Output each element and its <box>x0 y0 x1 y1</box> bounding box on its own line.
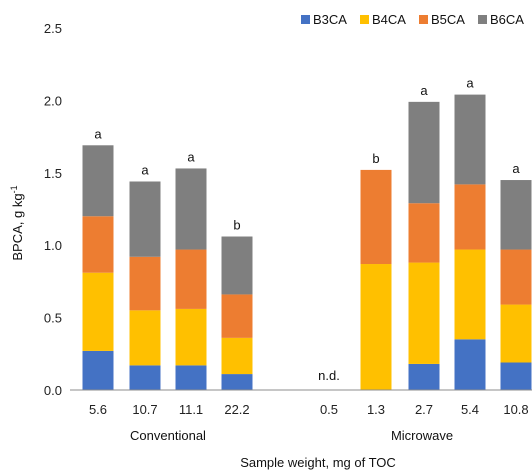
bar-segment-b4ca <box>82 272 114 351</box>
y-tick-label: 1.0 <box>44 238 62 253</box>
bar-segment-b6ca <box>454 94 486 185</box>
legend-label: B4CA <box>372 12 406 27</box>
bar-segment-b4ca <box>175 308 207 366</box>
y-tick-label: 2.5 <box>44 21 62 36</box>
y-tick-label: 0.5 <box>44 311 62 326</box>
y-tick-label: 0.0 <box>44 383 62 398</box>
significance-label: n.d. <box>318 368 340 383</box>
bar-segment-b6ca <box>408 101 440 204</box>
bar-segment-b5ca <box>408 203 440 263</box>
bar-segment-b5ca <box>500 249 532 305</box>
bar-segment-b6ca <box>175 168 207 250</box>
legend-swatch-b4ca <box>360 15 369 24</box>
significance-label: b <box>372 151 379 166</box>
x-tick-label: 1.3 <box>367 402 385 417</box>
bar-segment-b3ca <box>175 365 207 390</box>
bar-segment-b5ca <box>129 256 161 311</box>
group-label: Conventional <box>130 428 206 443</box>
bar-segment-b5ca <box>360 169 392 265</box>
bars-group <box>82 94 532 390</box>
bar-segment-b6ca <box>221 236 253 295</box>
legend-swatch-b6ca <box>478 15 487 24</box>
bar-segment-b4ca <box>500 304 532 363</box>
significance-label: a <box>141 162 149 177</box>
x-tick-label: 5.6 <box>89 402 107 417</box>
x-tick-label: 0.5 <box>320 402 338 417</box>
significance-label: a <box>466 76 474 91</box>
significance-label: b <box>233 218 240 233</box>
legend-swatch-b3ca <box>301 15 310 24</box>
x-axis-title: Sample weight, mg of TOC <box>240 455 396 470</box>
bar-segment-b5ca <box>221 294 253 338</box>
significance-label: a <box>94 126 102 141</box>
group-label: Microwave <box>391 428 453 443</box>
bar-segment-b5ca <box>175 249 207 309</box>
bar-segment-b3ca <box>454 339 486 390</box>
bar-segment-b4ca <box>129 310 161 366</box>
bar-segment-b6ca <box>500 180 532 250</box>
significance-label: a <box>420 83 428 98</box>
x-tick-label: 10.7 <box>132 402 157 417</box>
x-tick-label: 22.2 <box>224 402 249 417</box>
bar-segment-b4ca <box>454 249 486 340</box>
y-axis-title: BPCA, g kg-1 <box>9 185 25 260</box>
significance-label: a <box>512 161 520 176</box>
legend-label: B6CA <box>490 12 524 27</box>
bar-segment-b3ca <box>408 363 440 390</box>
bar-segment-b6ca <box>129 181 161 257</box>
bar-segment-b3ca <box>82 350 114 390</box>
x-tick-label: 11.1 <box>179 402 203 417</box>
bar-segment-b4ca <box>408 262 440 364</box>
bar-segment-b4ca <box>360 264 392 390</box>
bar-segment-b3ca <box>129 365 161 390</box>
bar-segment-b6ca <box>82 145 114 217</box>
bar-segment-b3ca <box>500 362 532 390</box>
bar-segment-b5ca <box>454 184 486 250</box>
x-tick-label: 5.4 <box>461 402 479 417</box>
bar-segment-b4ca <box>221 337 253 375</box>
bar-segment-b3ca <box>221 374 253 390</box>
legend-label: B5CA <box>431 12 465 27</box>
y-tick-label: 2.0 <box>44 93 62 108</box>
x-tick-label: 10.8 <box>503 402 528 417</box>
y-tick-label: 1.5 <box>44 166 62 181</box>
x-tick-label: 2.7 <box>415 402 433 417</box>
legend-label: B3CA <box>313 12 347 27</box>
significance-label: a <box>187 149 195 164</box>
bar-segment-b5ca <box>82 216 114 273</box>
legend-swatch-b5ca <box>419 15 428 24</box>
